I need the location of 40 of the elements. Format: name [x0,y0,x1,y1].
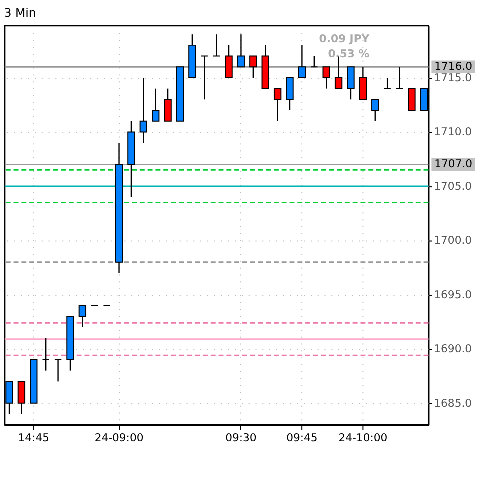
annotation: 0.09 JPY [319,32,370,46]
y-tick-label: 1710.0 [434,126,472,139]
candlestick [237,34,246,68]
candlestick [298,44,306,79]
candlestick [250,56,258,79]
candlestick [347,66,355,100]
candlestick [310,56,318,68]
candlestick [372,99,380,122]
candlestick [42,338,50,372]
candlestick [212,34,221,57]
candlestick [54,359,62,382]
candlestick [359,66,368,100]
candlestick [274,88,282,122]
candlestick [164,88,172,122]
candlestick [225,44,233,79]
x-tick-label: 09:45 [286,431,318,444]
y-tick-label: 1690.0 [434,342,472,356]
candlestick [322,66,330,90]
candlestick [152,88,160,122]
y-tick-label: 1695.0 [434,288,472,302]
x-tick-label: 24-09:00 [94,431,144,444]
candlestick [18,381,26,415]
candlestick [140,77,148,144]
annotation: 0.53 % [328,47,370,60]
y-tick-label: 1685.0 [434,396,472,410]
y-tick-label: 1715.0 [434,71,472,84]
x-tick-label: 14:45 [18,431,50,444]
candlestick [396,66,404,90]
candlestick [384,77,392,90]
candlestick [286,77,294,112]
chart-title: 3 Min [4,6,36,20]
candlestick [200,56,208,100]
candlestick [408,88,416,112]
ref-line-label: 1707.0 [434,158,473,171]
ref-line-label: 1716.0 [434,60,473,74]
x-tick-label: 09:30 [226,431,257,444]
candlestick [78,305,87,328]
x-tick-label: 24-10:00 [338,431,388,444]
y-tick-label: 1700.0 [434,234,472,248]
y-tick-label: 1705.0 [434,180,472,193]
